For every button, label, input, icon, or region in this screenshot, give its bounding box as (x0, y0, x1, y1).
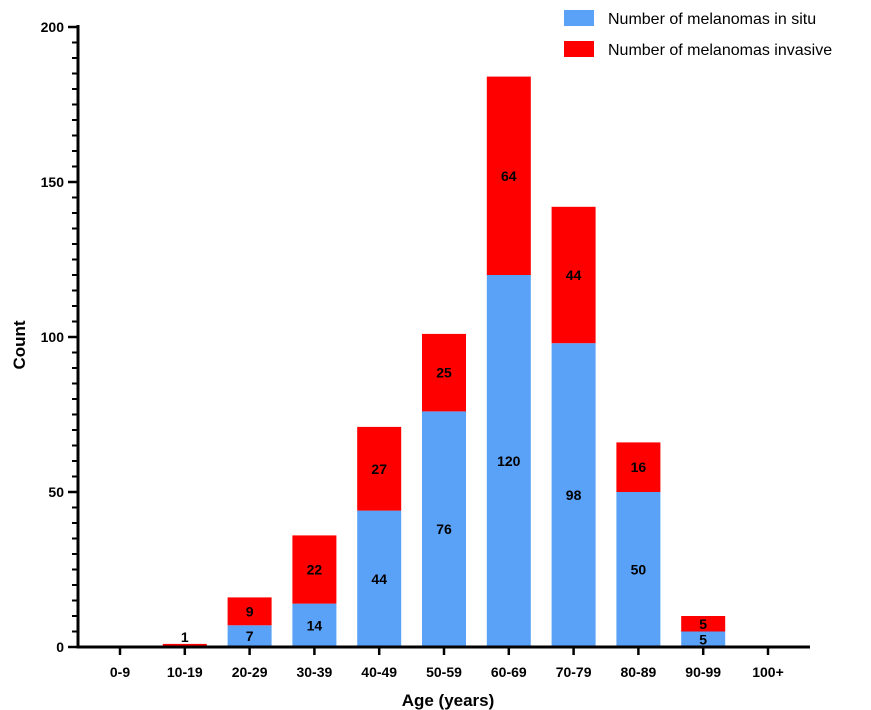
bar-value-label-invasive: 25 (436, 365, 452, 381)
bar-in-situ (357, 510, 402, 647)
bar-value-label-in-situ: 98 (566, 487, 582, 503)
bar-invasive (292, 535, 337, 604)
y-tick-label: 150 (41, 174, 65, 190)
x-tick-label: 30-39 (296, 664, 332, 680)
legend: Number of melanomas in situ Number of mel… (564, 10, 832, 59)
bar-invasive (616, 442, 661, 492)
x-tick-label: 40-49 (361, 664, 397, 680)
bar-value-label-invasive: 5 (699, 616, 707, 632)
y-axis-title: Count (10, 320, 29, 369)
bar-value-label-in-situ: 50 (631, 562, 647, 578)
bar-in-situ (422, 411, 466, 647)
bar-invasive (681, 616, 726, 632)
x-tick-label: 100+ (752, 664, 784, 680)
bar-value-label-in-situ: 5 (699, 631, 707, 647)
x-tick-label: 90-99 (685, 664, 721, 680)
bar-value-label-invasive: 22 (307, 562, 323, 578)
bar-invasive (486, 76, 531, 275)
x-tick-label: 60-69 (491, 664, 527, 680)
bar-in-situ (551, 343, 596, 647)
y-ticks: 0 50 100 150 200 (41, 19, 78, 655)
x-tick-label: 10-19 (167, 664, 203, 680)
bar-value-label-in-situ: 7 (246, 628, 254, 644)
bar-in-situ (486, 275, 531, 647)
y-tick-label: 50 (48, 484, 64, 500)
bar-value-label-invasive: 9 (246, 603, 254, 619)
bar-value-label-in-situ: 44 (371, 571, 387, 587)
bar-in-situ (681, 631, 726, 647)
bar-labels-group: 1 7 9 14 22 44 27 76 25 120 64 98 44 50 16 55 (181, 168, 707, 647)
bar-value-label-in-situ: 120 (497, 453, 521, 469)
legend-swatch-in-situ (564, 10, 594, 26)
x-tick-label: 80-89 (620, 664, 656, 680)
bar-value-label-invasive: 64 (501, 168, 517, 184)
bar-in-situ (227, 625, 272, 647)
bar-value-label-invasive: 27 (371, 461, 387, 477)
legend-swatch-invasive (564, 41, 594, 57)
bar-invasive (551, 206, 596, 344)
bar-invasive (422, 333, 466, 412)
bar-value-label-in-situ: 14 (307, 617, 323, 633)
x-tick-label: 70-79 (556, 664, 592, 680)
bars-group (162, 76, 726, 647)
bar-invasive (227, 597, 272, 626)
bar-in-situ (616, 492, 661, 647)
x-axis-title: Age (years) (402, 691, 495, 710)
bar-value-label-invasive: 1 (181, 629, 189, 645)
y-tick-label: 100 (41, 329, 65, 345)
bar-invasive (162, 643, 207, 647)
bar-value-label-invasive: 44 (566, 267, 582, 283)
legend-label-in-situ: Number of melanomas in situ (608, 11, 816, 28)
bar-value-label-invasive: 16 (631, 459, 647, 475)
x-tick-label: 50-59 (426, 664, 462, 680)
bar-invasive (357, 426, 402, 511)
legend-label-invasive: Number of melanomas invasive (608, 42, 832, 59)
bar-value-label-in-situ: 76 (436, 521, 452, 537)
y-tick-label: 200 (41, 19, 65, 35)
x-tick-label: 0-9 (110, 664, 130, 680)
y-tick-label: 0 (56, 639, 64, 655)
bar-in-situ (292, 603, 337, 647)
x-ticks: 0-9 10-19 20-29 30-39 40-49 50-59 60-69 70-79 80… (110, 647, 784, 680)
x-tick-label: 20-29 (232, 664, 268, 680)
